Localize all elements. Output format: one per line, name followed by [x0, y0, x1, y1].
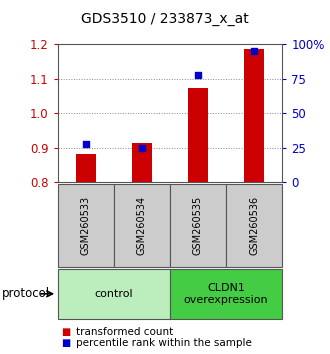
Text: ■: ■ [61, 327, 70, 337]
Text: transformed count: transformed count [76, 327, 173, 337]
Point [251, 48, 257, 54]
Point [195, 72, 201, 78]
Text: protocol: protocol [2, 287, 50, 300]
Text: GSM260536: GSM260536 [249, 196, 259, 255]
Bar [132, 143, 152, 182]
Point [83, 141, 88, 147]
Text: GSM260533: GSM260533 [81, 196, 91, 255]
Bar [188, 88, 208, 182]
Bar [244, 50, 264, 182]
Text: ■: ■ [61, 338, 70, 348]
Text: GSM260534: GSM260534 [137, 196, 147, 255]
Text: GDS3510 / 233873_x_at: GDS3510 / 233873_x_at [81, 12, 249, 27]
Point [139, 145, 145, 151]
Text: percentile rank within the sample: percentile rank within the sample [76, 338, 252, 348]
Text: CLDN1
overexpression: CLDN1 overexpression [184, 283, 268, 305]
Text: GSM260535: GSM260535 [193, 196, 203, 255]
Text: control: control [94, 289, 133, 299]
Bar [76, 154, 96, 182]
